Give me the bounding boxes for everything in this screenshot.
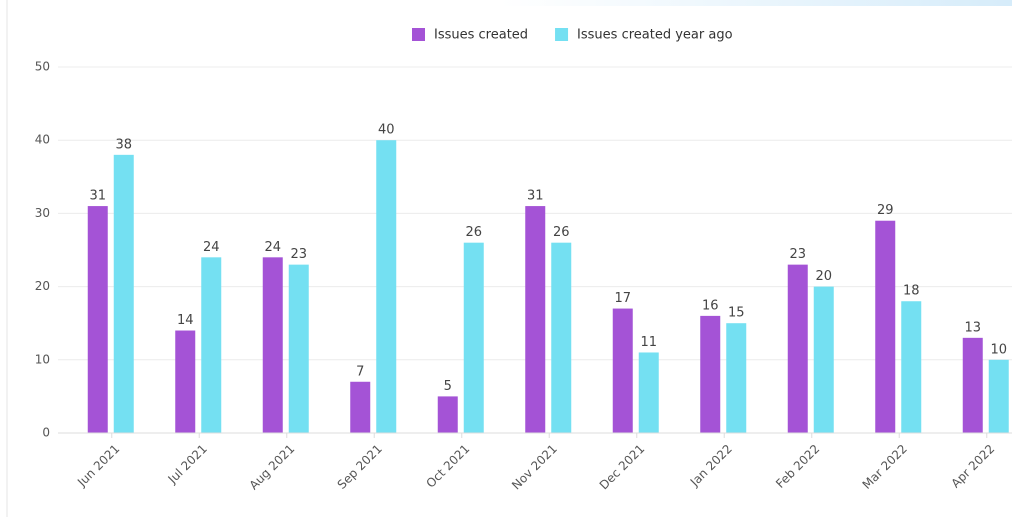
bar xyxy=(726,323,747,433)
bar xyxy=(612,308,633,433)
bar xyxy=(201,257,222,433)
x-tick-label: Feb 2022 xyxy=(773,442,822,491)
bar xyxy=(638,352,659,433)
value-label: 31 xyxy=(527,189,544,204)
value-label: 14 xyxy=(177,313,194,328)
bar xyxy=(437,396,458,433)
y-tick-label: 0 xyxy=(42,426,50,440)
x-tick-label: Jun 2021 xyxy=(74,442,122,490)
y-tick-label: 30 xyxy=(35,206,50,220)
value-label: 15 xyxy=(728,306,745,321)
bar xyxy=(175,330,196,433)
value-label: 23 xyxy=(789,247,806,262)
legend-label: Issues created year ago xyxy=(577,28,733,43)
value-label: 26 xyxy=(553,225,570,240)
y-tick-label: 10 xyxy=(35,352,50,366)
bar xyxy=(87,206,108,433)
x-tick-label: Dec 2021 xyxy=(597,442,648,493)
value-label: 24 xyxy=(264,240,281,255)
bar xyxy=(113,154,134,433)
x-tick-label: Nov 2021 xyxy=(509,442,560,493)
value-label: 11 xyxy=(640,335,657,350)
legend-swatch xyxy=(555,28,569,41)
bar xyxy=(463,242,484,433)
value-label: 23 xyxy=(290,247,307,262)
x-tick-label: Jul 2021 xyxy=(165,442,210,487)
bar xyxy=(988,359,1009,433)
value-label: 13 xyxy=(964,320,981,335)
x-tick-label: Oct 2021 xyxy=(423,442,472,491)
value-label: 20 xyxy=(815,269,832,284)
x-tick-label: Aug 2021 xyxy=(247,442,298,493)
value-label: 10 xyxy=(990,342,1007,357)
bar xyxy=(813,286,834,433)
value-label: 7 xyxy=(356,364,364,379)
value-label: 29 xyxy=(877,203,894,218)
bar xyxy=(551,242,572,433)
y-tick-label: 20 xyxy=(35,279,50,293)
value-label: 5 xyxy=(444,379,452,394)
bar xyxy=(288,264,309,433)
y-tick-label: 50 xyxy=(35,60,50,74)
value-label: 31 xyxy=(89,189,106,204)
bar xyxy=(525,206,546,433)
value-label: 18 xyxy=(903,284,920,299)
value-label: 16 xyxy=(702,298,719,313)
bar xyxy=(787,264,808,433)
x-tick-label: Jan 2022 xyxy=(687,442,735,490)
bar xyxy=(262,257,283,433)
bar xyxy=(875,220,896,433)
top-accent xyxy=(500,0,1012,6)
y-tick-label: 40 xyxy=(35,133,50,147)
plot: 0 10 20 30 40 50 Issues created Issues created … xyxy=(35,28,1012,493)
bar xyxy=(962,337,983,433)
x-tick-label: Mar 2022 xyxy=(860,442,910,492)
x-tick-label: Apr 2022 xyxy=(948,442,997,491)
legend-label: Issues created xyxy=(434,28,528,43)
value-label: 40 xyxy=(378,123,395,138)
value-label: 17 xyxy=(614,291,631,306)
legend-swatch xyxy=(412,28,425,41)
x-tick-label: Sep 2021 xyxy=(335,442,385,492)
value-label: 26 xyxy=(465,225,482,240)
bar xyxy=(376,140,397,433)
value-label: 24 xyxy=(203,240,220,255)
bar xyxy=(700,315,721,433)
bar xyxy=(901,301,922,433)
value-label: 38 xyxy=(115,137,132,152)
bar xyxy=(350,381,371,433)
